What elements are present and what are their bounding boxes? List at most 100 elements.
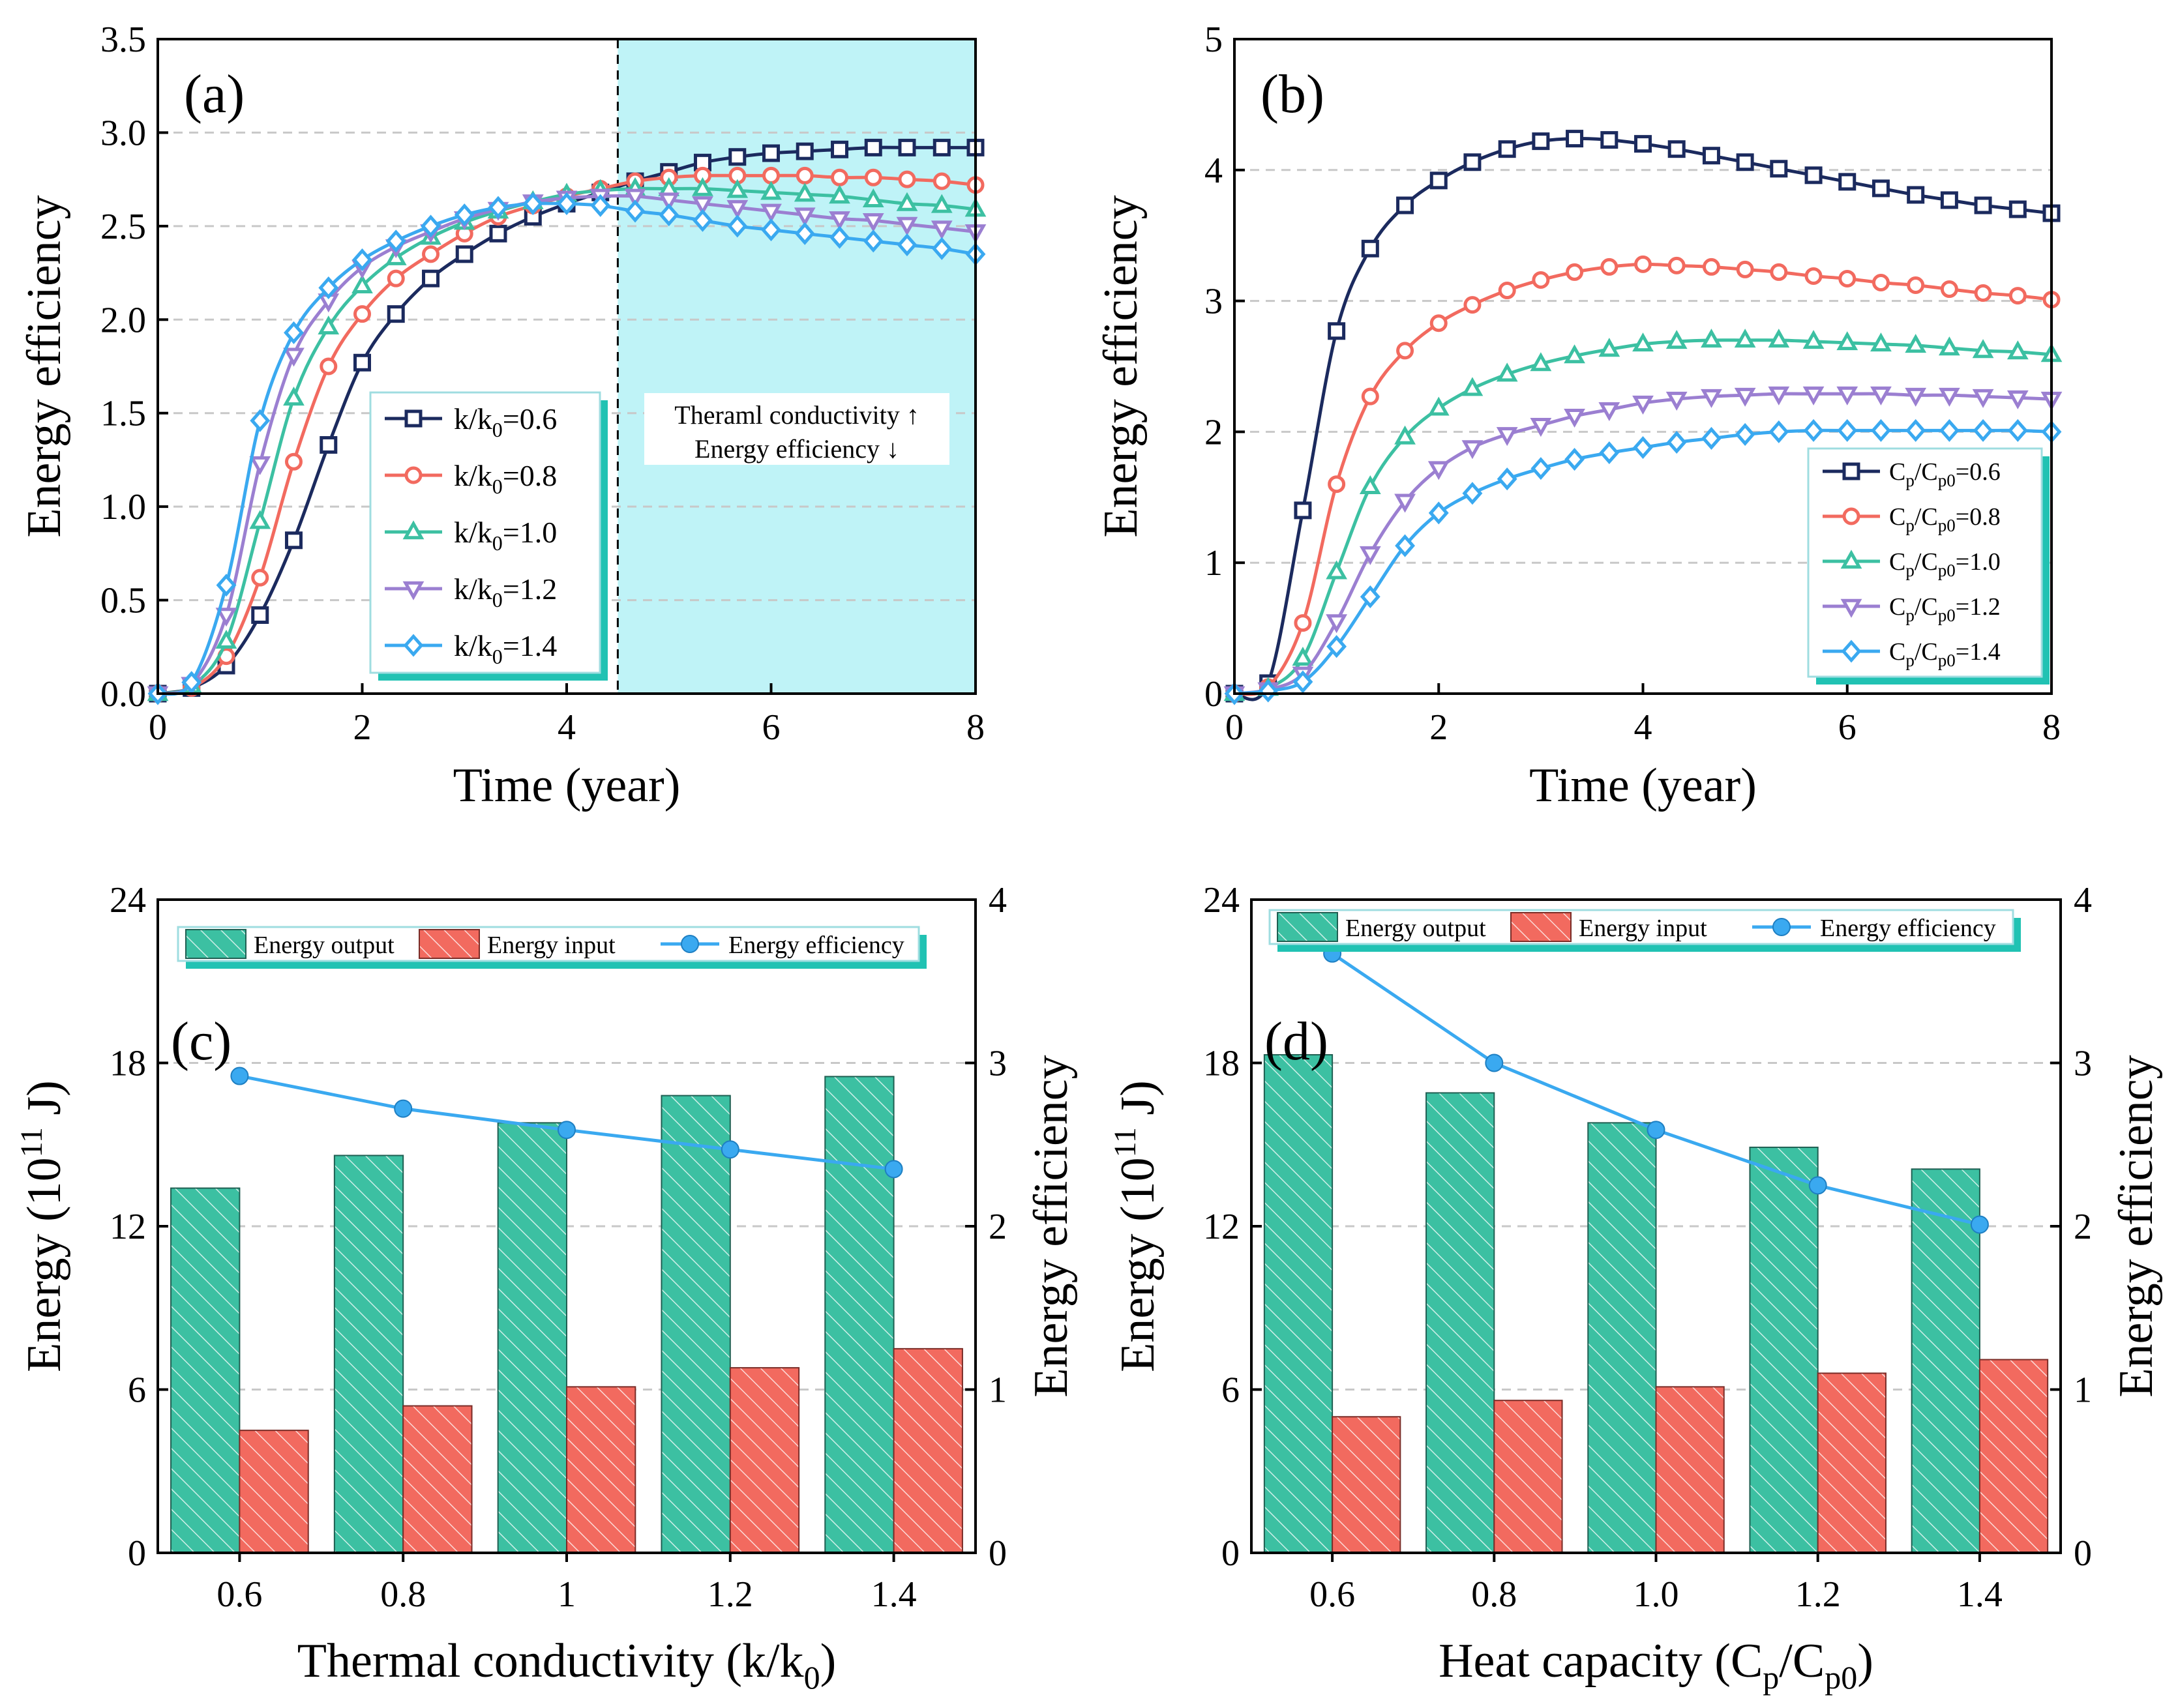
y-tick-label: 1.0 <box>100 487 146 527</box>
y-tick-label: 0 <box>1221 1533 1240 1574</box>
data-point <box>1803 419 1824 442</box>
panel-label: (d) <box>1264 1011 1328 1072</box>
data-point <box>1497 467 1517 491</box>
x-tick-label: 6 <box>762 707 781 748</box>
data-point <box>1870 332 1892 352</box>
y-axis-title: Energy (1011 J) <box>1108 1080 1165 1372</box>
data-point <box>726 179 749 198</box>
data-point <box>761 218 781 242</box>
data-point <box>1395 534 1415 557</box>
y-tick-label: 2.0 <box>100 300 146 340</box>
data-point <box>1702 147 1720 165</box>
data-point <box>1836 386 1858 405</box>
data-point <box>762 144 780 162</box>
data-point <box>1736 153 1754 171</box>
y-tick-label: 4 <box>1204 151 1223 191</box>
data-point <box>556 192 577 215</box>
bar-energy-input <box>566 1386 636 1553</box>
data-point <box>1871 419 1891 442</box>
efficiency-point <box>721 1140 739 1159</box>
data-point <box>1701 389 1722 408</box>
bar-energy-output <box>1425 1092 1495 1554</box>
data-point <box>1530 352 1552 372</box>
y-tick-label: 6 <box>128 1370 146 1411</box>
y2-tick-label: 3 <box>2074 1044 2092 1084</box>
legend: k/k0=0.6 k/k0=0.8 k/k0=1.0 k/k0=1.2 k/k0=1.4 <box>369 391 608 681</box>
legend-label: Cp/Cp0=1.0 <box>1889 548 2001 580</box>
x-tick-label: 0 <box>149 707 167 748</box>
data-point <box>215 629 237 649</box>
x-tick-label: 4 <box>1634 707 1652 748</box>
data-point <box>1905 334 1927 353</box>
data-point <box>896 216 918 236</box>
bar-energy-output <box>824 1076 895 1553</box>
data-point <box>1667 140 1686 158</box>
legend-marker <box>1840 598 1862 618</box>
legend-item: k/k0=1.0 <box>385 516 557 555</box>
panel-a: 0 2 4 6 8 0.0 0.5 1.0 1.5 2.0 2.5 3.0 3.5 Time (year)… <box>18 20 987 812</box>
data-point <box>522 192 543 215</box>
data-point <box>1870 386 1892 405</box>
data-point <box>863 229 884 253</box>
data-point <box>387 305 405 323</box>
x-tick-label: 1.0 <box>1634 1574 1679 1615</box>
data-point <box>1428 501 1449 525</box>
data-point <box>1463 153 1482 171</box>
data-point <box>1905 419 1926 442</box>
x-tick-label: 1.4 <box>1957 1574 2003 1615</box>
y-tick-label: 12 <box>1203 1207 1240 1247</box>
data-point <box>455 245 473 263</box>
data-point <box>2008 287 2027 305</box>
x-tick-label: 1.2 <box>1795 1574 1841 1615</box>
data-point <box>283 347 305 367</box>
legend-marker <box>404 466 423 484</box>
legend-marker <box>402 581 425 600</box>
data-point <box>1938 336 1960 356</box>
data-point <box>1802 330 1825 349</box>
data-point <box>1600 258 1619 276</box>
data-point <box>1600 131 1619 149</box>
data-point <box>1634 255 1652 273</box>
y-tick-label: 0 <box>128 1533 146 1574</box>
legend-marker-efficiency <box>1772 918 1791 936</box>
y2-tick-label: 2 <box>2074 1207 2092 1247</box>
bar-energy-input <box>729 1367 800 1554</box>
data-point <box>829 226 850 249</box>
y-tick-label: 24 <box>110 880 146 920</box>
data-point <box>1461 440 1484 460</box>
bar-energy-output <box>1587 1122 1657 1553</box>
y-axis-title: Energy (1011 J) <box>14 1080 71 1372</box>
data-point <box>284 452 303 471</box>
data-point <box>658 192 680 212</box>
bar-energy-output <box>1749 1146 1819 1554</box>
data-point <box>353 305 371 323</box>
legend-item: Cp/Cp0=1.4 <box>1823 638 2001 670</box>
data-point <box>1396 342 1414 360</box>
data-point <box>1940 280 1958 299</box>
y-tick-label: 6 <box>1221 1370 1240 1411</box>
x-tick-label: 2 <box>1429 707 1448 748</box>
data-point <box>864 138 882 156</box>
bar-energy-output <box>1911 1168 1980 1553</box>
data-point <box>1804 267 1823 285</box>
data-point <box>693 209 713 232</box>
data-point <box>1768 329 1790 348</box>
annotation-line: Energy efficiency ↓ <box>694 434 899 464</box>
data-point <box>796 142 814 160</box>
y-tick-label: 18 <box>1203 1044 1240 1084</box>
legend-label-output: Energy output <box>1345 915 1486 942</box>
legend-label-output: Energy output <box>254 932 395 959</box>
data-point <box>1258 679 1279 703</box>
legend-box <box>1807 447 2043 678</box>
data-point <box>1564 409 1585 428</box>
legend-item: k/k0=1.4 <box>385 629 557 668</box>
efficiency-point <box>230 1067 249 1085</box>
data-point <box>1940 191 1958 209</box>
data-point <box>318 276 339 300</box>
bar-energy-input <box>239 1430 309 1553</box>
annotation-line: Theraml conductivity ↑ <box>674 400 919 430</box>
data-point <box>353 353 371 372</box>
